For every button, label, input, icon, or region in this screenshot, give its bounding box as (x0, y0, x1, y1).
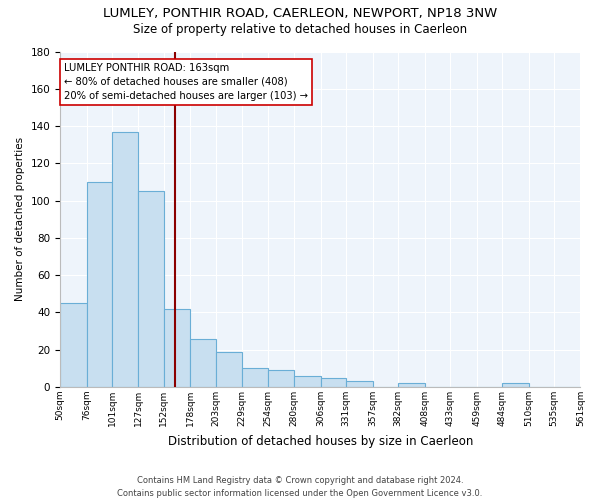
Bar (112, 132, 139, 387)
Bar (502, 384, 529, 387)
Bar (190, 338, 216, 387)
Bar (216, 352, 242, 387)
X-axis label: Distribution of detached houses by size in Caerleon: Distribution of detached houses by size … (167, 434, 473, 448)
Text: LUMLEY, PONTHIR ROAD, CAERLEON, NEWPORT, NP18 3NW: LUMLEY, PONTHIR ROAD, CAERLEON, NEWPORT,… (103, 8, 497, 20)
Bar (321, 378, 346, 387)
Bar (60, 303, 86, 387)
Bar (398, 384, 425, 387)
Bar (164, 308, 190, 387)
Text: LUMLEY PONTHIR ROAD: 163sqm
← 80% of detached houses are smaller (408)
20% of se: LUMLEY PONTHIR ROAD: 163sqm ← 80% of det… (64, 62, 308, 100)
Bar (294, 376, 321, 387)
Y-axis label: Number of detached properties: Number of detached properties (15, 137, 25, 302)
Bar (268, 370, 294, 387)
Bar (86, 182, 112, 387)
Text: Contains HM Land Registry data © Crown copyright and database right 2024.
Contai: Contains HM Land Registry data © Crown c… (118, 476, 482, 498)
Bar (346, 382, 373, 387)
Bar (242, 368, 268, 387)
Bar (139, 192, 164, 387)
Text: Size of property relative to detached houses in Caerleon: Size of property relative to detached ho… (133, 22, 467, 36)
